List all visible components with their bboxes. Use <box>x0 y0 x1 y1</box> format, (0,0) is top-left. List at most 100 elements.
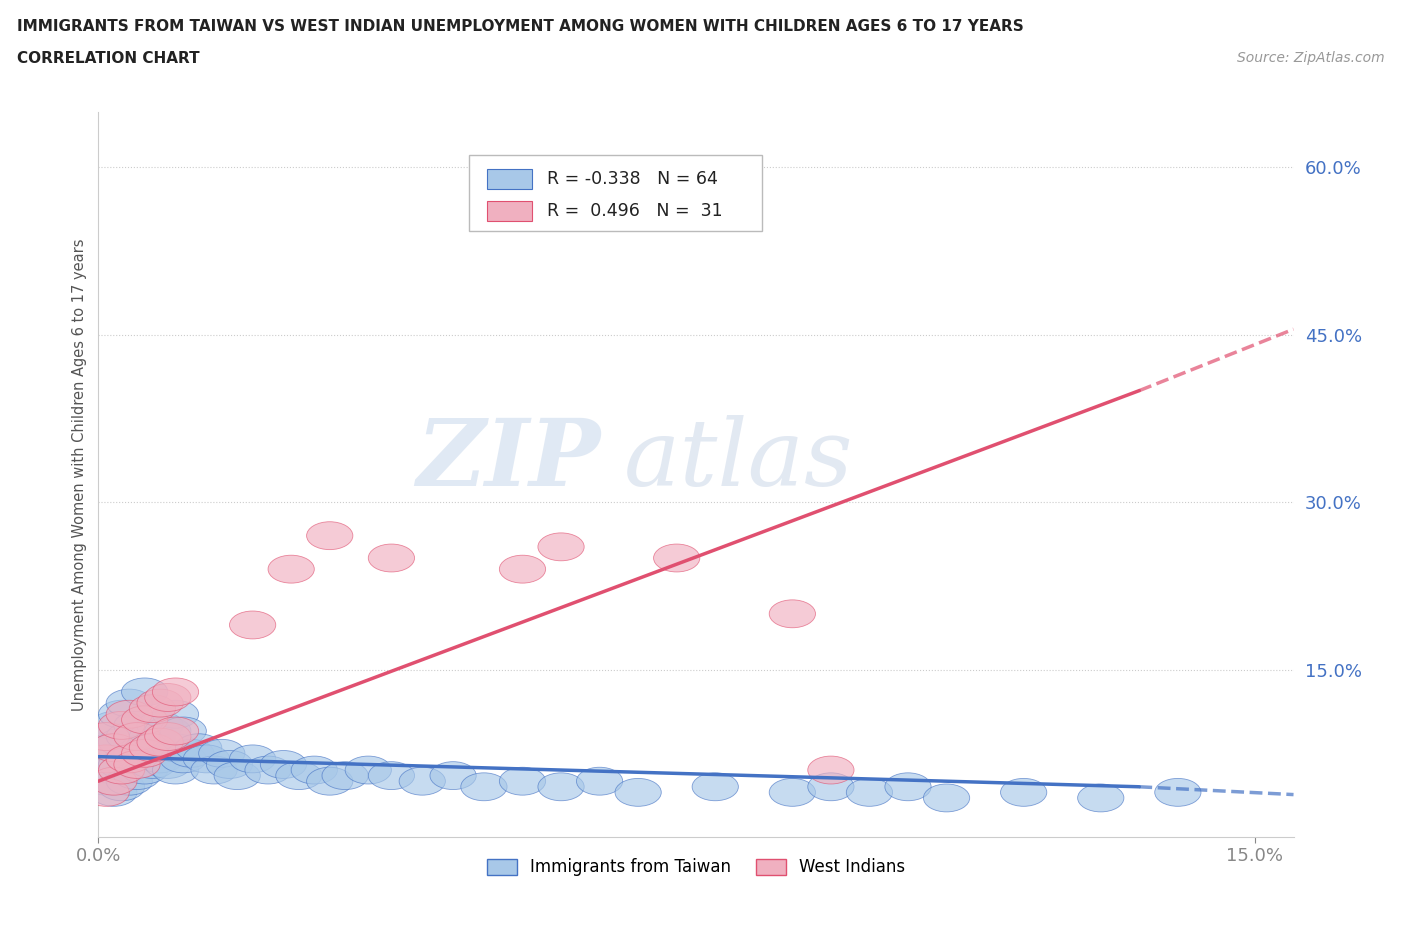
Ellipse shape <box>160 745 207 773</box>
Ellipse shape <box>291 756 337 784</box>
Ellipse shape <box>152 717 198 745</box>
Ellipse shape <box>769 778 815 806</box>
Ellipse shape <box>129 751 176 778</box>
Ellipse shape <box>114 739 160 767</box>
Bar <box>486 169 533 189</box>
Ellipse shape <box>1001 778 1047 806</box>
Ellipse shape <box>145 723 191 751</box>
Ellipse shape <box>1154 778 1201 806</box>
Ellipse shape <box>91 734 136 762</box>
Ellipse shape <box>924 784 970 812</box>
Ellipse shape <box>183 745 229 773</box>
Ellipse shape <box>129 734 176 762</box>
Ellipse shape <box>769 600 815 628</box>
Ellipse shape <box>114 711 160 739</box>
Ellipse shape <box>105 689 152 717</box>
Ellipse shape <box>98 751 145 778</box>
Ellipse shape <box>654 544 700 572</box>
Ellipse shape <box>176 734 222 762</box>
Ellipse shape <box>307 522 353 550</box>
Y-axis label: Unemployment Among Women with Children Ages 6 to 17 years: Unemployment Among Women with Children A… <box>72 238 87 711</box>
Ellipse shape <box>145 717 191 745</box>
Ellipse shape <box>499 767 546 795</box>
Text: Source: ZipAtlas.com: Source: ZipAtlas.com <box>1237 51 1385 65</box>
Ellipse shape <box>145 684 191 711</box>
Ellipse shape <box>98 756 145 784</box>
Ellipse shape <box>114 723 160 751</box>
Ellipse shape <box>846 778 893 806</box>
Ellipse shape <box>430 762 477 790</box>
Ellipse shape <box>152 700 198 728</box>
Ellipse shape <box>207 751 253 778</box>
Ellipse shape <box>83 778 129 806</box>
Ellipse shape <box>808 773 853 801</box>
Ellipse shape <box>121 756 167 784</box>
Text: atlas: atlas <box>624 415 853 505</box>
Text: R = -0.338   N = 64: R = -0.338 N = 64 <box>547 170 717 188</box>
Ellipse shape <box>307 767 353 795</box>
Ellipse shape <box>167 739 214 767</box>
Ellipse shape <box>83 767 129 795</box>
Ellipse shape <box>136 689 183 717</box>
Ellipse shape <box>136 711 183 739</box>
Ellipse shape <box>105 767 152 795</box>
Ellipse shape <box>198 739 245 767</box>
Ellipse shape <box>538 773 583 801</box>
Ellipse shape <box>105 700 152 728</box>
Ellipse shape <box>884 773 931 801</box>
Ellipse shape <box>399 767 446 795</box>
Ellipse shape <box>614 778 661 806</box>
Ellipse shape <box>121 678 167 706</box>
Bar <box>486 201 533 221</box>
Ellipse shape <box>91 734 136 762</box>
Ellipse shape <box>121 706 167 734</box>
Ellipse shape <box>538 533 583 561</box>
Ellipse shape <box>499 555 546 583</box>
Ellipse shape <box>461 773 508 801</box>
Ellipse shape <box>129 723 176 751</box>
Ellipse shape <box>808 756 853 784</box>
Ellipse shape <box>136 728 183 756</box>
Text: R =  0.496   N =  31: R = 0.496 N = 31 <box>547 202 723 220</box>
Ellipse shape <box>83 723 129 751</box>
Ellipse shape <box>152 678 198 706</box>
Ellipse shape <box>576 767 623 795</box>
Ellipse shape <box>368 762 415 790</box>
Ellipse shape <box>692 773 738 801</box>
Ellipse shape <box>105 745 152 773</box>
Ellipse shape <box>229 745 276 773</box>
Ellipse shape <box>322 762 368 790</box>
Ellipse shape <box>145 751 191 778</box>
Ellipse shape <box>152 734 198 762</box>
Ellipse shape <box>91 778 136 806</box>
Ellipse shape <box>129 695 176 723</box>
Ellipse shape <box>214 762 260 790</box>
Ellipse shape <box>121 739 167 767</box>
Ellipse shape <box>269 555 315 583</box>
Text: IMMIGRANTS FROM TAIWAN VS WEST INDIAN UNEMPLOYMENT AMONG WOMEN WITH CHILDREN AGE: IMMIGRANTS FROM TAIWAN VS WEST INDIAN UN… <box>17 19 1024 33</box>
Ellipse shape <box>91 756 136 784</box>
Ellipse shape <box>98 700 145 728</box>
Ellipse shape <box>136 745 183 773</box>
Ellipse shape <box>245 756 291 784</box>
Ellipse shape <box>98 728 145 756</box>
Text: CORRELATION CHART: CORRELATION CHART <box>17 51 200 66</box>
Legend: Immigrants from Taiwan, West Indians: Immigrants from Taiwan, West Indians <box>479 852 912 883</box>
Ellipse shape <box>91 767 136 795</box>
Ellipse shape <box>98 711 145 739</box>
Ellipse shape <box>83 723 129 751</box>
Ellipse shape <box>91 711 136 739</box>
Ellipse shape <box>98 773 145 801</box>
Ellipse shape <box>344 756 391 784</box>
Ellipse shape <box>152 756 198 784</box>
Ellipse shape <box>368 544 415 572</box>
Ellipse shape <box>191 756 238 784</box>
Ellipse shape <box>121 734 167 762</box>
Ellipse shape <box>114 762 160 790</box>
Ellipse shape <box>105 723 152 751</box>
Ellipse shape <box>260 751 307 778</box>
Ellipse shape <box>538 193 583 220</box>
Ellipse shape <box>229 611 276 639</box>
Ellipse shape <box>160 717 207 745</box>
Ellipse shape <box>1077 784 1123 812</box>
